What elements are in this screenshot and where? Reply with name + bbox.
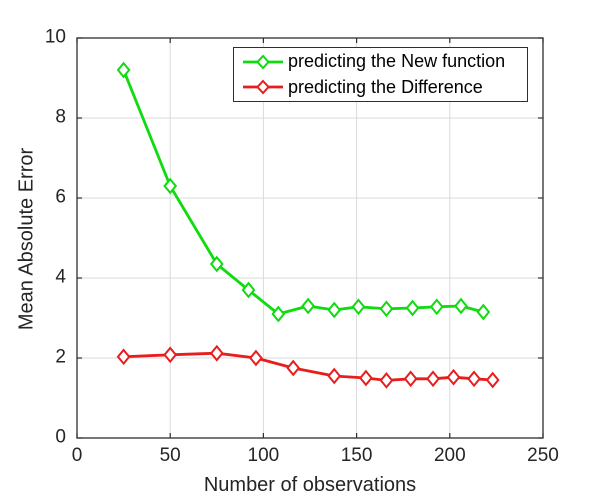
series-line-0	[122, 68, 485, 316]
x-axis-label: Number of observations	[203, 474, 417, 496]
y-tick-label: 4	[55, 266, 66, 288]
data-point-marker	[403, 370, 418, 388]
data-point-marker	[163, 177, 178, 195]
data-point-marker	[241, 281, 256, 299]
data-point-marker	[379, 300, 394, 318]
data-point-marker	[327, 367, 342, 385]
data-point-marker	[351, 298, 366, 316]
data-point-marker	[426, 370, 440, 388]
legend-entry-difference: predicting the Difference	[241, 75, 527, 99]
axes-box	[76, 37, 544, 439]
y-tick-label: 10	[44, 26, 66, 48]
data-point-marker	[116, 348, 131, 366]
legend-line-sample-red-icon	[243, 79, 283, 95]
data-point-marker	[301, 297, 316, 315]
legend-line-sample-green-icon	[243, 54, 283, 70]
legend-entry-new-function: predicting the New function	[241, 50, 527, 74]
data-point-marker	[249, 349, 263, 367]
data-point-marker	[359, 369, 373, 387]
data-point-marker	[286, 359, 301, 377]
y-tick-label: 0	[55, 426, 66, 448]
data-point-marker	[476, 303, 491, 321]
x-tick-label: 0	[71, 445, 83, 466]
data-point-marker	[405, 299, 420, 317]
legend-label: predicting the New function	[288, 51, 506, 72]
data-point-marker	[379, 372, 394, 389]
data-point-marker	[454, 297, 468, 315]
data-point-marker	[271, 305, 286, 323]
y-tick-label: 2	[55, 346, 66, 368]
data-point-marker	[446, 368, 461, 386]
data-point-marker	[327, 301, 342, 319]
data-point-marker	[209, 255, 224, 273]
y-tick-label: 8	[55, 106, 66, 128]
data-point-marker	[485, 371, 500, 389]
legend-label: predicting the Difference	[288, 76, 483, 97]
x-tick-label: 50	[159, 445, 181, 466]
data-point-marker	[467, 370, 481, 388]
x-tick-label: 200	[433, 445, 466, 466]
y-tick-label: 6	[55, 186, 66, 208]
x-tick-label: 150	[340, 445, 373, 466]
x-tick-label: 250	[527, 445, 559, 466]
data-point-marker	[163, 346, 178, 364]
data-point-marker	[429, 298, 444, 316]
legend: predicting the New function predicting t…	[233, 47, 528, 102]
x-tick-label: 100	[247, 445, 280, 466]
data-point-marker	[116, 61, 131, 79]
data-point-marker	[209, 344, 224, 362]
y-axis-label: Mean Absolute Error	[15, 147, 38, 331]
